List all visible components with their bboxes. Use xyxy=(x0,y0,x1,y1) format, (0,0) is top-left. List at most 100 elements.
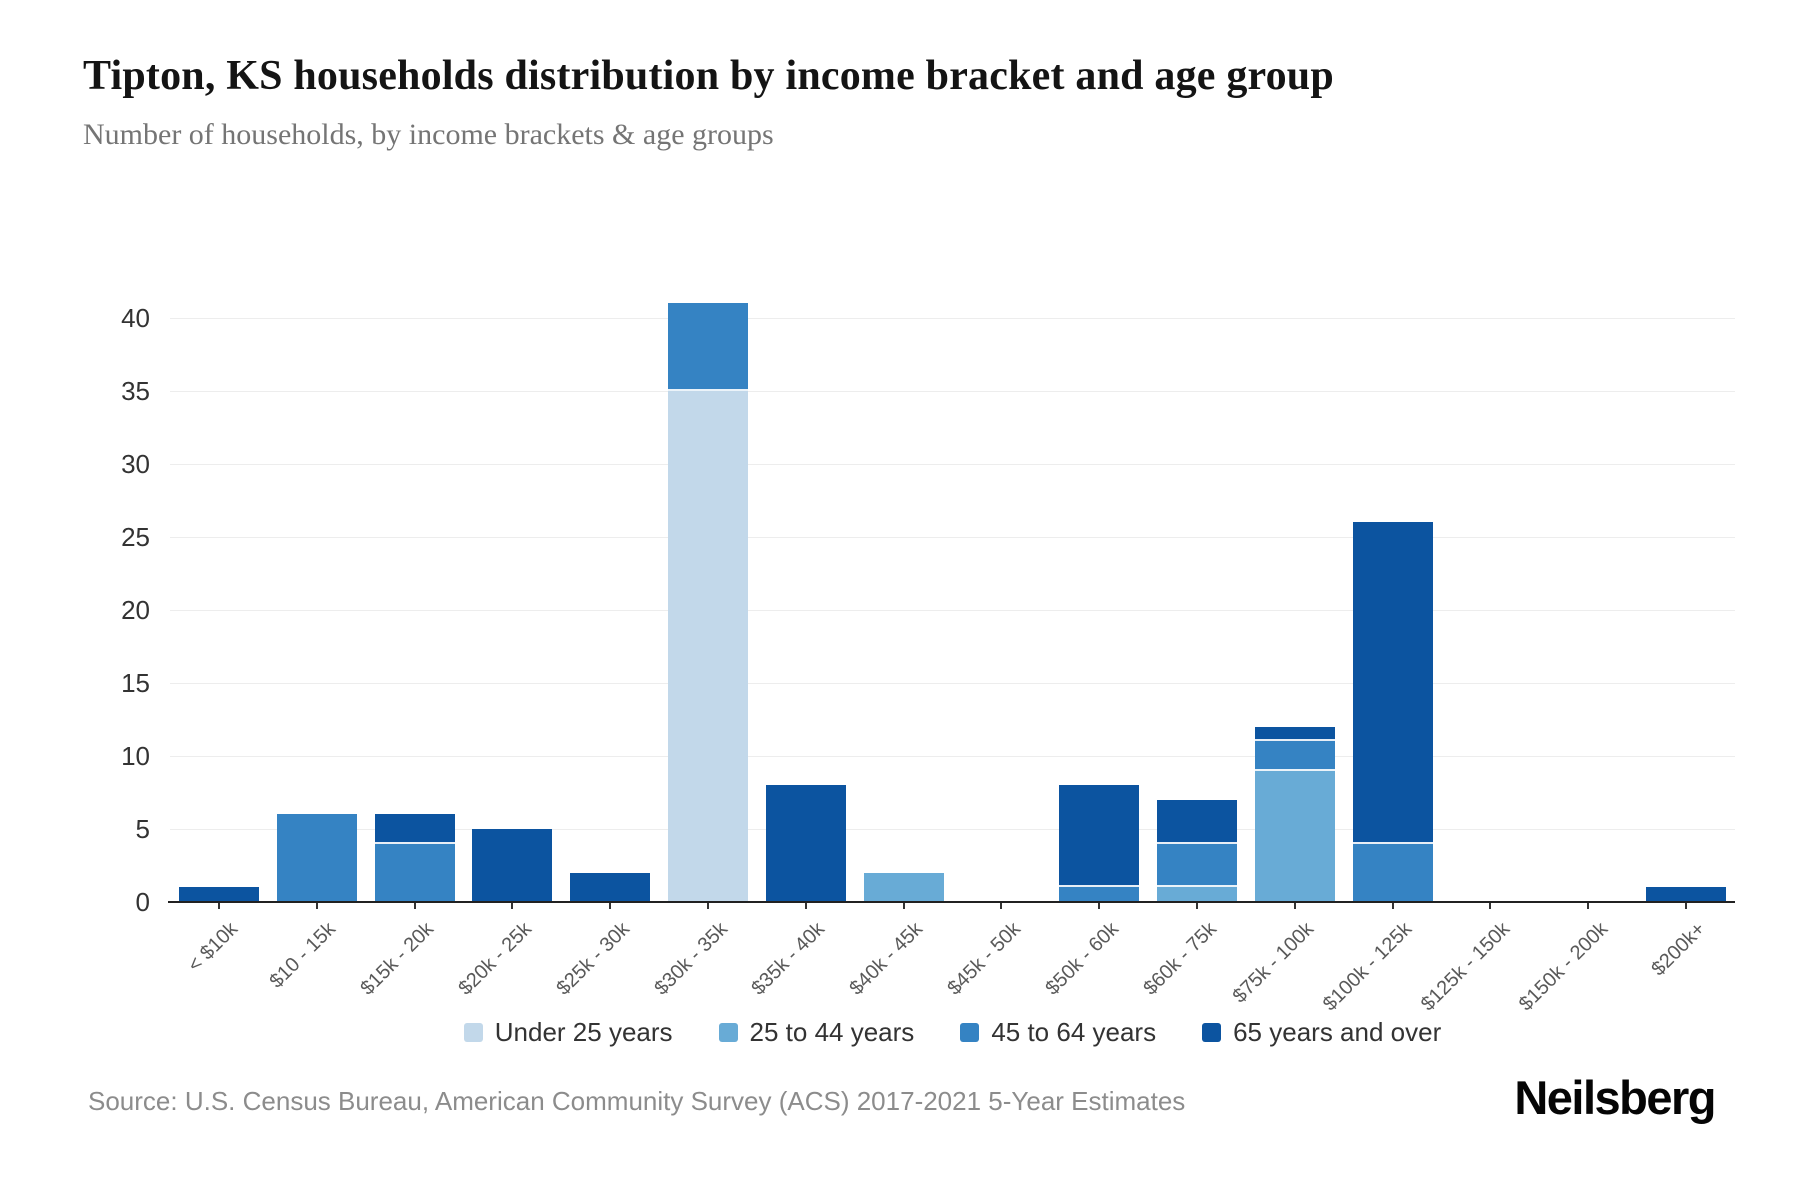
y-axis-label: 20 xyxy=(121,595,150,625)
legend-item-45-to-64-years[interactable]: 45 to 64 years xyxy=(960,1017,1156,1048)
bar-segment-45-to-64-years xyxy=(276,814,357,902)
legend-swatch xyxy=(718,1022,738,1042)
bar xyxy=(765,0,846,902)
x-axis-label: $30k - 35k xyxy=(649,918,732,1000)
bar-segment-65-years-and-over xyxy=(1157,799,1238,844)
y-axis-label: 15 xyxy=(121,668,150,698)
source-note: Source: U.S. Census Bureau, American Com… xyxy=(88,1086,1186,1116)
gridline xyxy=(170,537,1735,538)
axis-tick xyxy=(1391,903,1394,909)
bar xyxy=(472,0,553,902)
legend-label: Under 25 years xyxy=(494,1016,673,1047)
x-axis-label: $40k - 45k xyxy=(845,918,928,1000)
legend-label: 45 to 64 years xyxy=(991,1016,1157,1047)
x-axis-label: $45k - 50k xyxy=(943,918,1025,1000)
bar-segment-65-years-and-over xyxy=(178,887,259,902)
bar-segment-65-years-and-over xyxy=(472,829,553,902)
axis-tick xyxy=(1685,903,1688,909)
bar xyxy=(570,0,651,902)
bar xyxy=(1059,0,1140,902)
bar-segment-65-years-and-over xyxy=(1646,887,1727,902)
axis-tick xyxy=(1293,903,1296,909)
bar-segment-65-years-and-over xyxy=(1059,785,1140,888)
bar-segment-25-to-44-years xyxy=(1157,887,1238,902)
bar-segment-45-to-64-years xyxy=(1157,843,1238,888)
axis-tick xyxy=(1098,903,1101,909)
gridline xyxy=(170,610,1735,611)
x-axis-label: $25k - 30k xyxy=(552,918,634,1000)
bar-segment-25-to-44-years xyxy=(1254,770,1335,902)
x-axis-label: $125k - 150k xyxy=(1416,918,1515,1016)
bar-segment-65-years-and-over xyxy=(570,872,651,902)
axis-tick xyxy=(706,903,709,909)
bar xyxy=(1646,0,1727,902)
x-axis-label: $50k - 60k xyxy=(1041,918,1123,1000)
bar-segment-under-25-years xyxy=(667,391,748,902)
bar xyxy=(667,0,748,902)
chart-subtitle: Number of households, by income brackets… xyxy=(83,118,774,151)
axis-tick xyxy=(804,903,807,909)
gridline xyxy=(170,391,1735,392)
legend-swatch xyxy=(1202,1022,1222,1042)
y-axis-label: 5 xyxy=(135,814,150,844)
y-axis-label: 35 xyxy=(121,376,150,406)
axis-tick xyxy=(1489,903,1492,909)
bar xyxy=(1254,0,1335,902)
axis-tick xyxy=(1587,903,1590,909)
chart-title: Tipton, KS households distribution by in… xyxy=(83,53,1334,99)
bar-segment-25-to-44-years xyxy=(863,872,944,902)
y-axis-label: 30 xyxy=(121,449,150,479)
x-axis-label: $15k - 20k xyxy=(356,918,439,1000)
axis-tick xyxy=(315,903,318,909)
bar-segment-45-to-64-years xyxy=(667,303,748,391)
legend-item-65-years-and-over[interactable]: 65 years and over xyxy=(1202,1017,1441,1048)
gridline xyxy=(170,464,1735,465)
legend-item-under-25-years[interactable]: Under 25 years xyxy=(463,1016,673,1048)
bar xyxy=(276,0,357,902)
legend-label: 25 to 44 years xyxy=(749,1016,915,1047)
axis-tick xyxy=(217,903,220,909)
legend-swatch xyxy=(463,1022,483,1042)
axis-tick xyxy=(413,903,416,909)
x-axis-label: $20k - 25k xyxy=(454,918,536,1000)
gridline xyxy=(170,829,1735,830)
bar-segment-45-to-64-years xyxy=(1059,887,1140,902)
bar-segment-65-years-and-over xyxy=(1352,522,1433,844)
x-axis-label: $10 - 15k xyxy=(265,918,341,993)
bar-segment-45-to-64-years xyxy=(374,843,455,902)
bar xyxy=(1352,0,1433,902)
axis-tick xyxy=(609,903,612,909)
x-axis-label: $60k - 75k xyxy=(1138,918,1221,1000)
bar-segment-45-to-64-years xyxy=(1352,843,1433,902)
bar xyxy=(863,0,944,902)
axis-tick xyxy=(902,903,905,909)
brand-logo: Neilsberg xyxy=(1514,1071,1716,1124)
axis-tick xyxy=(511,903,514,909)
axis-tick xyxy=(1196,903,1199,909)
legend-item-25-to-44-years[interactable]: 25 to 44 years xyxy=(718,1016,915,1048)
y-axis-label: 10 xyxy=(121,741,150,771)
x-axis-label: $200k+ xyxy=(1647,918,1710,981)
x-axis-label: $150k - 200k xyxy=(1514,918,1612,1016)
bar-segment-65-years-and-over xyxy=(374,814,455,844)
bar-segment-65-years-and-over xyxy=(1254,726,1335,742)
y-axis-label: 40 xyxy=(121,303,150,333)
legend-swatch xyxy=(960,1022,980,1042)
legend-label: 65 years and over xyxy=(1233,1016,1442,1047)
bar xyxy=(178,0,259,902)
legend: Under 25 years 25 to 44 years 45 to 64 yea… xyxy=(170,1012,1735,1052)
gridline xyxy=(170,756,1735,757)
x-axis-label: < $10k xyxy=(184,918,243,977)
x-axis-line xyxy=(168,901,1735,903)
gridline xyxy=(170,318,1735,319)
bar xyxy=(374,0,455,902)
gridline xyxy=(170,683,1735,684)
bar-segment-45-to-64-years xyxy=(1254,741,1335,771)
y-axis-label: 25 xyxy=(121,522,150,552)
x-axis-label: $75k - 100k xyxy=(1228,918,1319,1008)
y-axis-label: 0 xyxy=(135,887,150,917)
bar xyxy=(1157,0,1238,902)
bar-segment-65-years-and-over xyxy=(765,785,846,902)
